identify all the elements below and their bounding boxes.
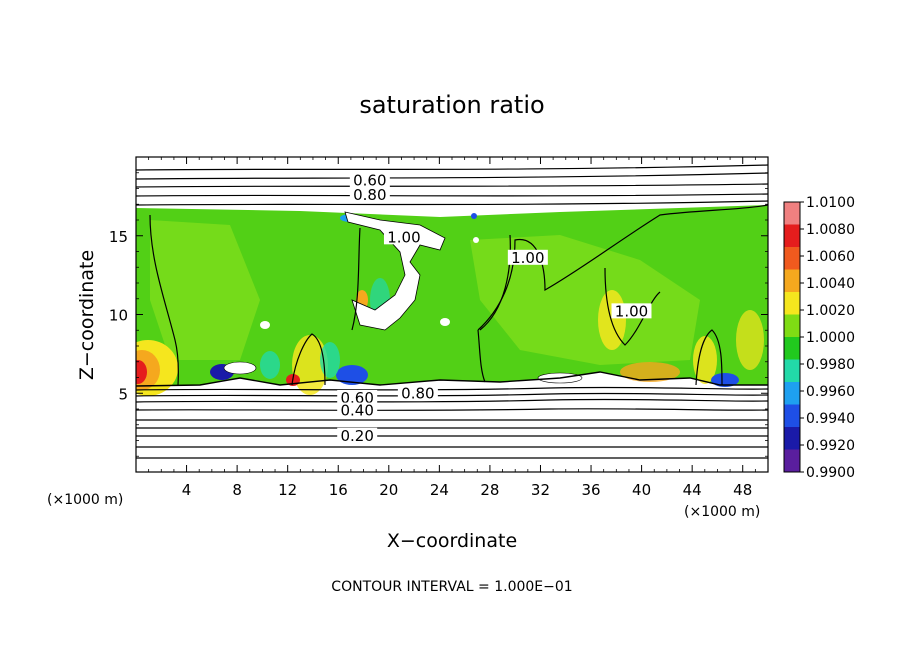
x-tick-label: 36 xyxy=(581,481,600,499)
x-tick-label: 12 xyxy=(278,481,297,499)
cool-patch xyxy=(471,213,477,219)
x-tick-label: 40 xyxy=(632,481,651,499)
colorbar-swatch xyxy=(784,269,800,293)
colorbar-swatch xyxy=(784,202,800,225)
y-tick-label: 15 xyxy=(109,228,128,246)
contour-line xyxy=(136,200,768,206)
colorbar-label: 1.0060 xyxy=(806,249,855,265)
contour-line xyxy=(136,193,768,197)
x-tick-label: 44 xyxy=(683,481,702,499)
colorbar-label: 0.9920 xyxy=(806,438,855,454)
contour-label-halo xyxy=(337,427,378,443)
colorbar: 1.0100 1.0080 1.0060 1.0040 1.0020 1.0000 0.99… xyxy=(783,195,855,481)
x-tick-label: 8 xyxy=(232,481,242,499)
contour-line xyxy=(136,172,768,180)
contour-label-halo xyxy=(337,402,378,418)
x-tick-label: 48 xyxy=(733,481,752,499)
contour-line xyxy=(477,204,768,331)
contour-line xyxy=(149,214,179,387)
x-tick-label: 16 xyxy=(329,481,348,499)
warm-patch xyxy=(136,360,147,384)
warm-patch xyxy=(693,336,717,384)
light-green-patch xyxy=(150,220,260,360)
contour-label: 0.80 xyxy=(353,186,386,204)
contour-line xyxy=(291,333,326,386)
colorbar-swatch xyxy=(784,449,800,473)
x-axis-label: X−coordinate xyxy=(387,530,517,552)
contour-line xyxy=(136,164,768,171)
white-pocket xyxy=(440,318,450,326)
contour-interval-note: CONTOUR INTERVAL = 1.000E−01 xyxy=(331,579,572,595)
colorbar-label: 1.0100 xyxy=(806,195,855,211)
colorbar-swatch xyxy=(784,337,800,360)
contour-label: 0.20 xyxy=(340,427,373,445)
colorbar-swatch xyxy=(784,314,800,338)
x-tick-label: 20 xyxy=(379,481,398,499)
contour-line xyxy=(136,386,768,391)
contour-label-halo xyxy=(611,303,652,319)
colorbar-label: 1.0020 xyxy=(806,303,855,319)
colorbar-swatch xyxy=(784,382,800,405)
contour-label: 0.60 xyxy=(340,389,373,407)
white-pocket xyxy=(473,237,479,243)
contour-label-halo xyxy=(337,389,378,405)
chart-title: saturation ratio xyxy=(359,91,544,119)
contour-label: 1.00 xyxy=(615,302,648,320)
x-tick-label: 24 xyxy=(430,481,449,499)
colorbar-label: 1.0000 xyxy=(806,330,855,346)
white-pocket xyxy=(223,361,257,375)
cloud-boundary xyxy=(136,371,768,387)
contour-label-halo xyxy=(507,249,548,265)
x-tick-label: 28 xyxy=(480,481,499,499)
contour-line xyxy=(477,329,486,383)
colorbar-label: 0.9960 xyxy=(806,384,855,400)
contour-label: 0.80 xyxy=(401,384,434,402)
x-tick-label: 32 xyxy=(531,481,550,499)
contour-line xyxy=(351,227,361,331)
contour-line xyxy=(136,408,768,411)
light-green-patch xyxy=(470,235,700,365)
colorbar-label: 0.9900 xyxy=(806,465,855,481)
contour-label: 0.60 xyxy=(353,172,386,190)
colorbar-swatch xyxy=(784,404,800,428)
x-unit-right: (×1000 m) xyxy=(684,504,760,520)
cool-patch xyxy=(711,373,739,387)
colorbar-swatch xyxy=(784,359,800,383)
contour-line xyxy=(479,234,511,331)
contour-label-halo xyxy=(397,385,438,401)
contour-label: 0.40 xyxy=(340,402,373,420)
colorbar-label: 1.0040 xyxy=(806,276,855,292)
colorbar-label: 0.9940 xyxy=(806,411,855,427)
x-unit-left: (×1000 m) xyxy=(47,492,123,508)
contour-label-halo xyxy=(349,172,390,188)
colorbar-swatch xyxy=(784,224,800,248)
colorbar-swatch xyxy=(784,292,800,315)
y-tick-label: 10 xyxy=(109,307,128,325)
warm-patch xyxy=(736,310,764,370)
saturation-field: 0.600.801.001.001.000.60 0.800.400.20 xyxy=(136,164,768,459)
contour-line xyxy=(136,392,768,397)
x-tick-label: 4 xyxy=(182,481,192,499)
colorbar-swatch xyxy=(784,427,800,450)
contour-line xyxy=(136,183,768,188)
contour-line xyxy=(695,329,723,386)
cool-patch xyxy=(260,351,280,379)
contour-label: 1.00 xyxy=(511,249,544,267)
colorbar-label: 0.9980 xyxy=(806,357,855,373)
contour-label: 1.00 xyxy=(387,228,420,246)
cool-patch xyxy=(336,365,368,385)
contour-line xyxy=(136,427,768,429)
contour-label-halo xyxy=(349,186,390,202)
contour-label-halo xyxy=(383,229,424,245)
colorbar-swatch xyxy=(784,247,800,270)
y-axis-label: Z−coordinate xyxy=(76,250,98,380)
colorbar-label: 1.0080 xyxy=(806,222,855,238)
warm-patch xyxy=(620,362,680,382)
y-tick-label: 5 xyxy=(118,385,128,403)
contour-line xyxy=(136,419,768,421)
white-pocket xyxy=(260,321,270,329)
contour-line xyxy=(136,398,768,403)
